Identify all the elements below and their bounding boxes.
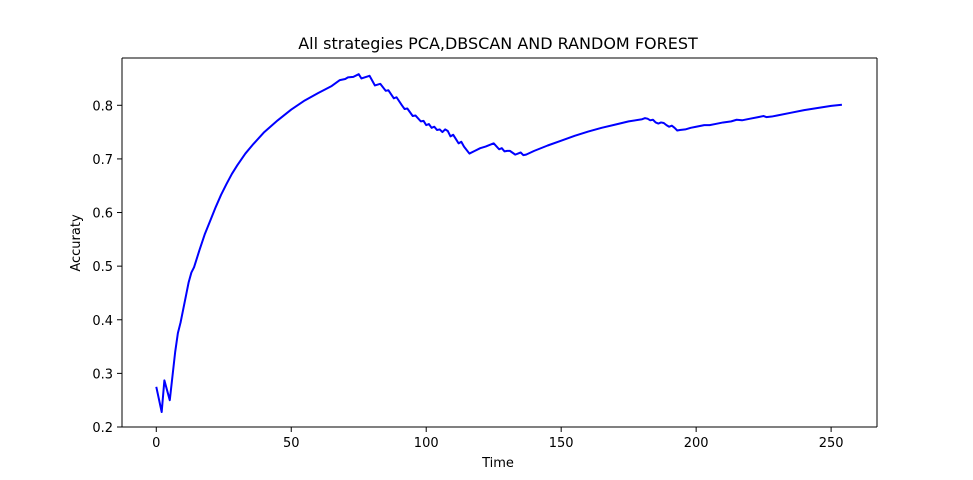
y-tick-label: 0.8 <box>92 99 113 114</box>
y-tick-label: 0.2 <box>92 421 113 436</box>
x-tick-label: 200 <box>684 436 709 451</box>
y-tick-label: 0.6 <box>92 207 113 222</box>
y-tick-label: 0.7 <box>92 153 113 168</box>
x-tick-label: 0 <box>152 436 160 451</box>
y-tick-label: 0.3 <box>92 367 113 382</box>
x-tick-label: 50 <box>283 436 300 451</box>
series-line-1 <box>155 73 843 413</box>
x-tick-label: 100 <box>414 436 439 451</box>
x-axis-label: Time <box>481 456 514 471</box>
chart-title: All strategies PCA,DBSCAN AND RANDOM FOR… <box>298 34 698 53</box>
x-tick-label: 250 <box>819 436 844 451</box>
y-tick-label: 0.4 <box>92 314 113 329</box>
y-axis-label: Accuraty <box>69 214 84 272</box>
y-tick-label: 0.5 <box>92 260 113 275</box>
plot-area: 0 50 100 150 200 250 0.2 0.3 0.4 0.5 0.6 0.7 0.8 <box>92 57 878 451</box>
x-tick-label: 150 <box>549 436 574 451</box>
